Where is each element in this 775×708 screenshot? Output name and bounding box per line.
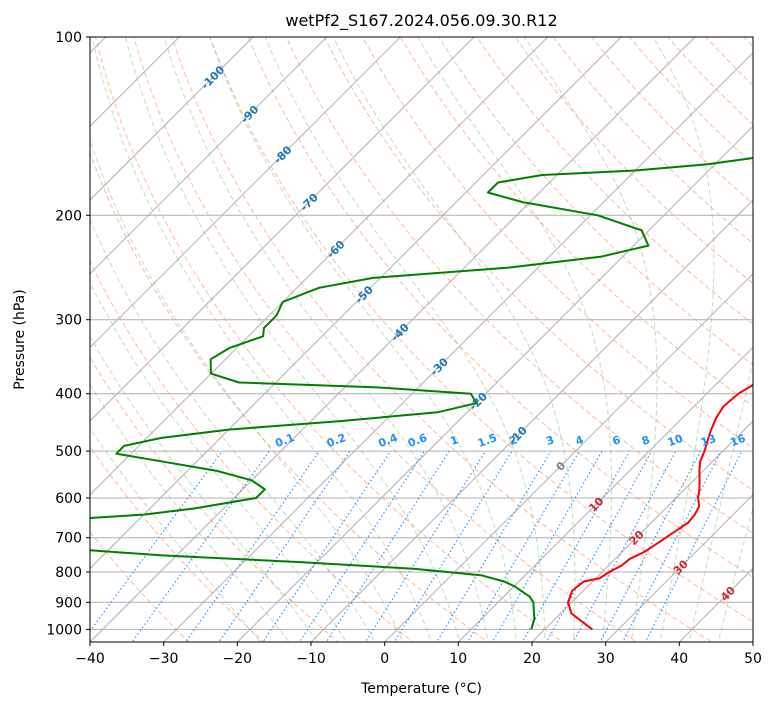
chart-title: wetPf2_S167.2024.056.09.30.R12: [285, 11, 557, 31]
x-tick-label: 50: [744, 651, 762, 667]
isotherm: [90, 37, 328, 275]
temperature-profile: [567, 383, 753, 631]
y-tick-label: 300: [55, 313, 82, 329]
x-tick-label: −20: [223, 651, 253, 667]
isotherm: [162, 51, 753, 642]
mixing-ratio-label: 2: [507, 433, 519, 448]
y-tick-label: 800: [55, 565, 82, 581]
x-tick-label: −30: [149, 651, 179, 667]
x-tick-label: 20: [523, 651, 541, 667]
mixing-ratio-label: 0.4: [377, 431, 400, 450]
dry-adiabat: [90, 531, 190, 642]
moist-adiabat: [717, 506, 753, 642]
plot-background-lines: [90, 37, 753, 642]
isotherm: [90, 37, 475, 422]
isotherm: [236, 125, 753, 642]
isotherm: [90, 37, 696, 642]
isotherm: [604, 493, 753, 642]
mixing-ratio-line: [545, 450, 653, 642]
mixing-ratio-label: 13: [699, 432, 718, 449]
isotherm: [90, 37, 181, 128]
mixing-ratio-line: [436, 450, 552, 642]
mixing-ratio-label: 16: [728, 432, 747, 450]
mixing-ratio-label: 0.1: [274, 431, 297, 450]
y-tick-label: 700: [55, 531, 82, 547]
mixing-ratio-line: [572, 450, 677, 642]
x-tick-label: 40: [670, 651, 688, 667]
mixing-ratio-label: 8: [640, 433, 652, 448]
y-tick-label: 900: [55, 595, 82, 611]
dry-adiabat: [323, 37, 753, 491]
x-tick-label: 10: [449, 651, 467, 667]
moist-adiabat: [652, 37, 715, 642]
mixing-ratio-label: 6: [611, 433, 623, 448]
mixing-ratio-label: 10: [666, 432, 685, 450]
dry-adiabat: [438, 37, 753, 366]
dewpoint-profile: [90, 156, 753, 630]
profile-lines: [90, 156, 753, 631]
y-tick-label: 1000: [46, 622, 82, 638]
mixing-ratio-line: [491, 450, 603, 642]
isotherm: [457, 346, 753, 642]
mixing-ratio-line: [644, 450, 743, 642]
mixing-ratio-label: 0.2: [325, 431, 348, 450]
moist-adiabat: [264, 37, 546, 642]
mixing-ratio-label: 1: [448, 433, 460, 448]
mixing-ratio-line: [185, 450, 320, 642]
isotherm: [90, 37, 623, 570]
y-axis-label: Pressure (hPa): [12, 289, 28, 389]
moist-adiabat: [90, 218, 376, 642]
isotherm: [90, 37, 549, 496]
mixing-ratio-label: 3: [544, 433, 556, 448]
isotherm: [90, 37, 402, 349]
isotherm: [310, 199, 753, 642]
isotherm: [90, 37, 254, 201]
dry-adiabat: [400, 37, 753, 407]
mixing-ratio-line: [521, 450, 630, 642]
isotherm: [531, 420, 753, 642]
x-tick-label: −10: [296, 651, 326, 667]
mixing-ratio-line: [218, 450, 351, 642]
dry-adiabat: [171, 37, 713, 642]
x-tick-label: 30: [597, 651, 615, 667]
mixing-ratio-label: 0.6: [406, 431, 429, 450]
y-tick-label: 500: [55, 444, 82, 460]
mixing-ratio-line: [325, 450, 450, 642]
mixing-ratio-label: 1.5: [476, 431, 499, 450]
y-tick-label: 100: [55, 30, 82, 46]
y-tick-label: 600: [55, 491, 82, 507]
mixing-ratio-line: [131, 450, 270, 642]
mixing-ratio-label: 4: [574, 433, 586, 448]
moist-adiabat: [90, 335, 319, 642]
x-axis-label: Temperature (°C): [360, 681, 482, 697]
mixing-ratio-line: [298, 450, 425, 642]
isotherm: [383, 272, 753, 642]
plot-frame: [89, 36, 754, 643]
x-tick-label: 0: [380, 651, 389, 667]
y-tick-label: 200: [55, 208, 82, 224]
dry-adiabat: [133, 37, 638, 642]
mixing-ratio-line: [262, 450, 392, 642]
y-tick-label: 400: [55, 387, 82, 403]
axes: −40 −30 −20 −10 0 10 20 30 40 5010020030040050060…: [46, 30, 762, 667]
x-tick-label: −40: [75, 651, 105, 667]
